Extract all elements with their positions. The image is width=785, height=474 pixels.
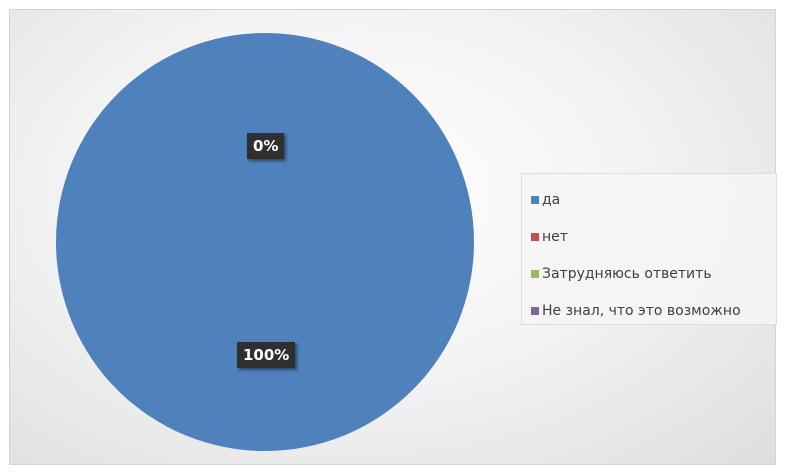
pie-chart — [56, 33, 474, 451]
chart-legend: да нет Затрудняюсь ответить Не знал, что… — [521, 173, 777, 325]
legend-swatch-ne-znal — [531, 306, 539, 315]
legend-label-zatrudnyayus: Затрудняюсь ответить — [542, 265, 712, 282]
legend-label-ne-znal: Не знал, что это возможно — [542, 302, 741, 319]
data-label-zero-percent: 0% — [247, 133, 285, 159]
legend-item-zatrudnyayus: Затрудняюсь ответить — [522, 255, 776, 292]
legend-label-da: да — [542, 191, 561, 208]
chart-area: 0% 100% да нет Затрудняюсь ответить Не з… — [9, 9, 777, 465]
data-label-hundred-percent: 100% — [237, 342, 296, 368]
legend-swatch-da — [531, 195, 539, 204]
legend-item-da: да — [522, 181, 776, 218]
legend-item-net: нет — [522, 218, 776, 255]
legend-swatch-zatrudnyayus — [531, 269, 539, 278]
legend-item-ne-znal: Не знал, что это возможно — [522, 292, 776, 329]
pie-slice-da — [56, 33, 474, 451]
legend-label-net: нет — [542, 228, 568, 245]
legend-swatch-net — [531, 232, 539, 241]
